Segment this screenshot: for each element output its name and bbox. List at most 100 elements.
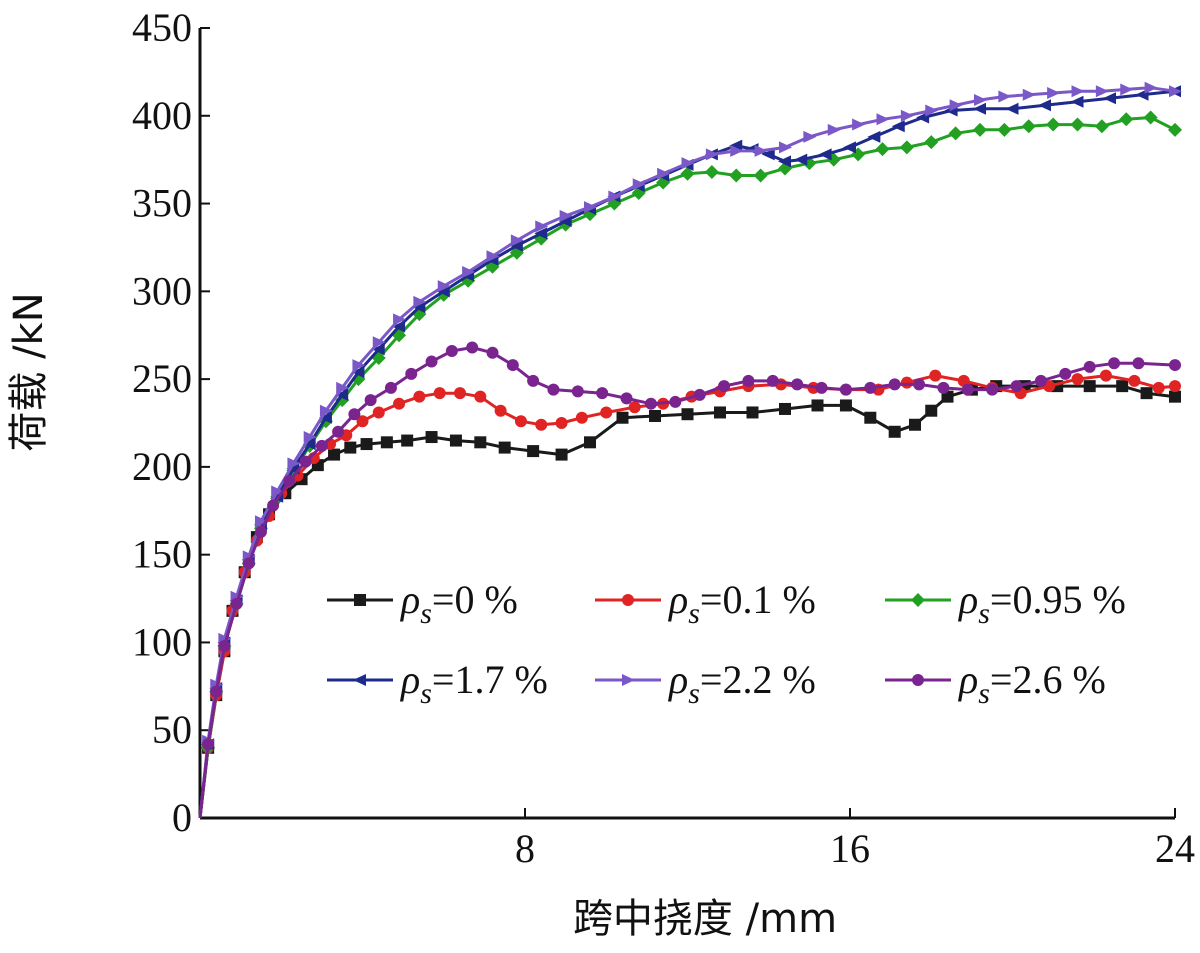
data-point	[974, 93, 987, 106]
data-point	[364, 394, 377, 407]
data-point	[474, 436, 487, 449]
data-point	[742, 374, 755, 387]
data-point	[1103, 92, 1116, 105]
data-point	[843, 141, 856, 154]
data-point	[336, 381, 350, 394]
data-point	[1046, 117, 1061, 132]
data-point	[527, 445, 540, 458]
legend-swatch-marker	[622, 594, 634, 606]
data-point	[876, 113, 890, 126]
data-point	[202, 738, 215, 751]
data-point	[937, 381, 950, 394]
legend-item: ρs=2.2 %	[595, 657, 816, 710]
data-point	[753, 168, 768, 183]
data-point	[401, 434, 414, 447]
legend-label: ρs=0 %	[399, 577, 518, 630]
data-point	[319, 404, 333, 417]
legend-item: ρs=2.6 %	[885, 657, 1106, 710]
legend-label: ρs=0.1 %	[667, 577, 816, 630]
y-tick-label: 0	[172, 795, 192, 840]
y-tick-label: 300	[132, 268, 192, 313]
data-point	[356, 415, 369, 428]
data-point	[778, 155, 791, 168]
data-point	[230, 597, 243, 610]
data-point	[1169, 85, 1182, 98]
axes	[198, 28, 1175, 820]
data-point	[535, 220, 549, 233]
data-point	[344, 441, 357, 454]
data-point	[680, 166, 695, 181]
data-point	[949, 99, 963, 112]
data-point	[254, 515, 268, 528]
data-point	[352, 359, 366, 372]
data-point	[746, 406, 759, 419]
data-point	[961, 383, 974, 396]
data-point	[287, 457, 301, 470]
data-point	[466, 341, 479, 354]
data-point	[875, 142, 890, 157]
data-point	[454, 387, 466, 400]
data-point	[449, 434, 462, 447]
data-point	[575, 411, 588, 424]
y-tick-label: 150	[132, 532, 192, 577]
data-point	[791, 378, 804, 391]
data-point	[351, 366, 365, 379]
legend-swatch-marker	[911, 593, 925, 607]
data-point	[649, 409, 661, 422]
legend-label: ρs=2.2 %	[667, 657, 816, 710]
legend-label: ρs=2.6 %	[957, 657, 1106, 710]
data-point	[384, 381, 397, 394]
data-point	[1034, 374, 1047, 387]
series-3	[198, 110, 1182, 819]
data-point	[818, 148, 832, 161]
data-point	[535, 418, 548, 431]
data-point	[1094, 119, 1109, 134]
data-point	[811, 399, 824, 412]
data-point	[779, 402, 791, 415]
data-point	[1071, 373, 1084, 386]
data-point	[1022, 88, 1036, 101]
data-point	[704, 164, 719, 179]
data-point	[267, 499, 280, 512]
data-point	[803, 130, 817, 143]
data-point	[899, 140, 914, 155]
data-point	[754, 144, 768, 157]
data-point	[474, 390, 487, 403]
data-point	[436, 285, 450, 298]
data-point	[900, 376, 913, 389]
data-point	[891, 120, 905, 133]
data-point	[405, 367, 418, 380]
data-point	[1152, 381, 1165, 394]
x-tick-label: 24	[1155, 826, 1195, 871]
data-point	[371, 343, 385, 356]
data-point	[1005, 102, 1019, 115]
data-point	[632, 178, 646, 191]
data-point	[888, 378, 901, 391]
y-axis-title: 荷载 /kN	[6, 292, 52, 451]
data-point	[584, 201, 597, 214]
data-point	[514, 415, 527, 428]
data-point	[839, 383, 852, 396]
legend-item: ρs=0 %	[327, 577, 518, 630]
data-point	[925, 404, 938, 417]
data-point	[1047, 86, 1061, 99]
data-point	[616, 411, 629, 424]
data-point	[1143, 110, 1158, 125]
data-point	[348, 408, 361, 421]
data-point	[318, 411, 332, 424]
legend-swatch-marker	[622, 674, 635, 686]
data-point	[1132, 357, 1145, 370]
data-point	[913, 378, 926, 391]
data-point	[210, 685, 223, 698]
data-point	[462, 266, 476, 279]
data-point	[596, 387, 609, 400]
data-point	[1099, 369, 1112, 382]
data-point	[559, 209, 573, 222]
data-point	[620, 392, 633, 405]
y-tick-label: 50	[152, 707, 192, 752]
x-ticks: 8 16 24	[515, 808, 1195, 871]
data-point	[494, 404, 507, 417]
data-point	[839, 399, 852, 412]
data-point	[1108, 357, 1121, 370]
